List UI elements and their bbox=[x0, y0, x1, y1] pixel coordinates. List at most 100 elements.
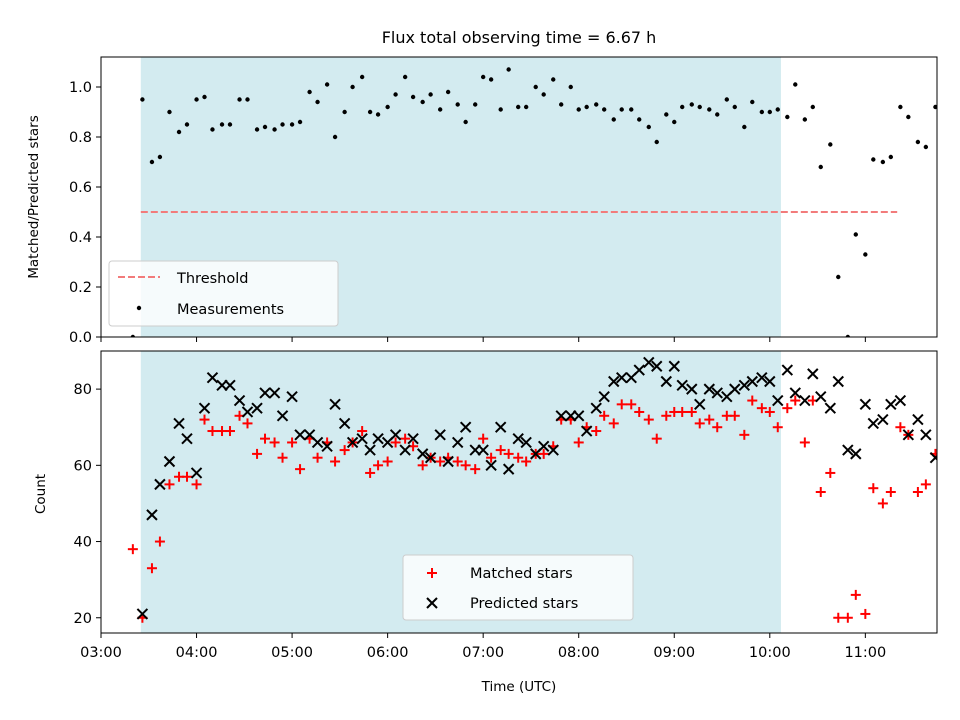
matched-star-marker bbox=[191, 479, 202, 490]
measurement-point bbox=[523, 104, 529, 110]
predicted-marker-b bbox=[259, 387, 271, 399]
measurement-point bbox=[350, 84, 355, 90]
predicted-star-marker bbox=[259, 387, 271, 399]
measurement-point bbox=[750, 99, 755, 105]
predicted-star-marker bbox=[372, 432, 384, 445]
measurement-point bbox=[149, 159, 155, 165]
predicted-star-marker bbox=[356, 432, 368, 445]
predicted-marker-b bbox=[781, 364, 794, 376]
predicted-star-marker bbox=[276, 410, 289, 422]
predicted-star-marker bbox=[850, 448, 862, 460]
measurement-point bbox=[272, 127, 277, 132]
measurement-point bbox=[480, 74, 486, 80]
matched-star-marker bbox=[478, 433, 489, 444]
predicted-marker-b bbox=[442, 455, 454, 468]
predicted-marker-b bbox=[877, 413, 889, 426]
measurement-point bbox=[359, 74, 365, 80]
matched-star-marker bbox=[782, 403, 793, 414]
predicted-marker-b bbox=[502, 463, 515, 475]
matched-star-marker bbox=[295, 464, 306, 475]
predicted-marker-b bbox=[241, 406, 254, 418]
matched-star-marker bbox=[591, 426, 602, 437]
matched-star-marker bbox=[686, 406, 697, 417]
predicted-star-marker bbox=[537, 440, 550, 452]
predicted-marker-b bbox=[268, 387, 281, 399]
predicted-marker-b bbox=[198, 402, 211, 414]
measurement-point bbox=[445, 89, 451, 95]
measurement-point bbox=[818, 164, 823, 170]
measurement-point bbox=[367, 109, 373, 115]
matched-star-marker bbox=[764, 406, 775, 417]
predicted-marker-b bbox=[303, 429, 316, 441]
predicted-marker-b bbox=[842, 444, 854, 456]
x-tick-label: 06:00 bbox=[367, 645, 409, 661]
matched-star-marker bbox=[127, 544, 138, 555]
measurement-point bbox=[289, 122, 295, 127]
y-tick-label: 80 bbox=[74, 382, 92, 398]
matched-star-marker bbox=[312, 452, 323, 463]
x-tick-label: 04:00 bbox=[176, 645, 218, 661]
time-x-ticks: 03:00 04:00 05:00 06:00 07:00 08:00 09:00 10:00… bbox=[80, 633, 886, 661]
measurement-point bbox=[140, 97, 145, 102]
matched-star-marker bbox=[747, 395, 758, 406]
predicted-stars-points bbox=[136, 356, 937, 620]
matched-star-marker bbox=[513, 452, 524, 463]
predicted-star-marker bbox=[190, 467, 203, 479]
ratio-panel: 0.0 0.2 0.4 0.6 0.8 1.0 Flux total observing … bbox=[26, 28, 938, 346]
matched-star-marker bbox=[833, 612, 844, 623]
predicted-marker-b bbox=[251, 402, 263, 414]
measurement-point bbox=[906, 114, 911, 120]
predicted-star-marker bbox=[711, 387, 723, 399]
predicted-star-marker bbox=[173, 417, 185, 430]
matched-star-marker bbox=[224, 426, 235, 437]
predicted-marker-b bbox=[608, 375, 620, 388]
predicted-star-marker bbox=[772, 394, 784, 407]
measurements-legend-label: Measurements bbox=[177, 302, 284, 318]
predicted-marker-b bbox=[867, 417, 880, 430]
measurement-point bbox=[488, 77, 494, 82]
matched-star-marker bbox=[382, 456, 393, 467]
predicted-marker-b bbox=[364, 444, 376, 456]
predicted-star-marker bbox=[807, 368, 819, 380]
predicted-star-marker bbox=[580, 425, 593, 437]
predicted-star-marker bbox=[832, 375, 844, 388]
predicted-star-marker bbox=[764, 375, 776, 388]
predicted-marker-b bbox=[286, 391, 298, 403]
predicted-star-marker bbox=[154, 478, 166, 491]
matched-star-marker bbox=[486, 452, 497, 463]
predicted-marker-b bbox=[580, 425, 593, 437]
measurement-point bbox=[619, 107, 624, 112]
matched-star-marker bbox=[634, 406, 645, 417]
predicted-star-marker bbox=[676, 379, 688, 392]
predicted-star-marker bbox=[434, 429, 446, 441]
ratio-y-axis-label: Matched/Predicted stars bbox=[26, 115, 42, 278]
measurement-point bbox=[594, 102, 599, 107]
predicted-marker-b bbox=[477, 444, 489, 456]
predicted-marker-b bbox=[512, 432, 524, 445]
matched-star-marker bbox=[799, 437, 810, 448]
matched-star-marker bbox=[842, 612, 853, 623]
measurement-point bbox=[680, 104, 685, 110]
measurement-point bbox=[227, 122, 233, 127]
measurement-point bbox=[584, 104, 589, 110]
predicted-marker-b bbox=[598, 391, 610, 403]
predicted-marker-b bbox=[190, 467, 203, 479]
predicted-marker-b bbox=[276, 410, 289, 422]
predicted-star-marker bbox=[859, 398, 872, 411]
predicted-marker-b bbox=[416, 448, 429, 460]
matched-star-marker bbox=[573, 437, 584, 448]
measurement-point bbox=[828, 142, 833, 147]
ratio-legend-box bbox=[108, 260, 339, 327]
predicted-marker-b bbox=[859, 398, 872, 411]
predicted-star-marker bbox=[146, 509, 158, 521]
matched-legend-swatch bbox=[427, 568, 437, 578]
predicted-star-marker bbox=[520, 436, 532, 449]
count-axes-frame bbox=[100, 350, 938, 634]
predicted-star-marker bbox=[424, 451, 437, 464]
predicted-marker-b bbox=[399, 444, 411, 456]
measurement-point bbox=[611, 117, 616, 122]
measurement-point bbox=[853, 232, 858, 237]
predicted-star-marker bbox=[294, 429, 306, 441]
matched-star-marker bbox=[651, 433, 662, 444]
